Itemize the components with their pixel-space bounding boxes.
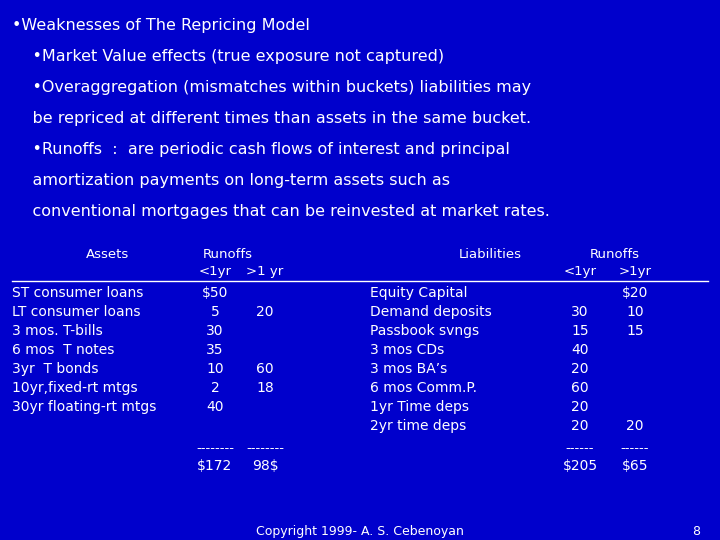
- Text: Liabilities: Liabilities: [459, 248, 521, 261]
- Text: Demand deposits: Demand deposits: [370, 305, 492, 319]
- Text: Runoffs: Runoffs: [590, 248, 640, 261]
- Text: Runoffs: Runoffs: [203, 248, 253, 261]
- Text: $65: $65: [622, 459, 648, 473]
- Text: 10: 10: [626, 305, 644, 319]
- Text: be repriced at different times than assets in the same bucket.: be repriced at different times than asse…: [12, 111, 531, 126]
- Text: 60: 60: [571, 381, 589, 395]
- Text: 30yr floating-rt mtgs: 30yr floating-rt mtgs: [12, 400, 156, 414]
- Text: 20: 20: [571, 362, 589, 376]
- Text: 10: 10: [206, 362, 224, 376]
- Text: Passbook svngs: Passbook svngs: [370, 324, 479, 338]
- Text: 3yr  T bonds: 3yr T bonds: [12, 362, 99, 376]
- Text: Copyright 1999- A. S. Cebenoyan: Copyright 1999- A. S. Cebenoyan: [256, 525, 464, 538]
- Text: 3 mos. T-bills: 3 mos. T-bills: [12, 324, 103, 338]
- Text: 15: 15: [626, 324, 644, 338]
- Text: 20: 20: [256, 305, 274, 319]
- Text: >1 yr: >1 yr: [246, 265, 284, 278]
- Text: 30: 30: [571, 305, 589, 319]
- Text: 40: 40: [206, 400, 224, 414]
- Text: $172: $172: [197, 459, 233, 473]
- Text: $205: $205: [562, 459, 598, 473]
- Text: Equity Capital: Equity Capital: [370, 286, 467, 300]
- Text: 20: 20: [571, 400, 589, 414]
- Text: >1yr: >1yr: [618, 265, 652, 278]
- Text: ------: ------: [566, 442, 594, 455]
- Text: conventional mortgages that can be reinvested at market rates.: conventional mortgages that can be reinv…: [12, 204, 550, 219]
- Text: 30: 30: [206, 324, 224, 338]
- Text: 3 mos CDs: 3 mos CDs: [370, 343, 444, 357]
- Text: Assets: Assets: [86, 248, 130, 261]
- Text: 2: 2: [211, 381, 220, 395]
- Text: --------: --------: [246, 442, 284, 455]
- Text: •Market Value effects (true exposure not captured): •Market Value effects (true exposure not…: [12, 49, 444, 64]
- Text: 20: 20: [626, 419, 644, 433]
- Text: $20: $20: [622, 286, 648, 300]
- Text: 18: 18: [256, 381, 274, 395]
- Text: 3 mos BA’s: 3 mos BA’s: [370, 362, 447, 376]
- Text: <1yr: <1yr: [564, 265, 596, 278]
- Text: 98$: 98$: [252, 459, 279, 473]
- Text: 60: 60: [256, 362, 274, 376]
- Text: 6 mos  T notes: 6 mos T notes: [12, 343, 114, 357]
- Text: 20: 20: [571, 419, 589, 433]
- Text: ------: ------: [621, 442, 649, 455]
- Text: $50: $50: [202, 286, 228, 300]
- Text: •Runoffs  :  are periodic cash flows of interest and principal: •Runoffs : are periodic cash flows of in…: [12, 142, 510, 157]
- Text: LT consumer loans: LT consumer loans: [12, 305, 140, 319]
- Text: 40: 40: [571, 343, 589, 357]
- Text: amortization payments on long-term assets such as: amortization payments on long-term asset…: [12, 173, 450, 188]
- Text: •Overaggregation (mismatches within buckets) liabilities may: •Overaggregation (mismatches within buck…: [12, 80, 531, 95]
- Text: <1yr: <1yr: [199, 265, 232, 278]
- Text: •Weaknesses of The Repricing Model: •Weaknesses of The Repricing Model: [12, 18, 310, 33]
- Text: 15: 15: [571, 324, 589, 338]
- Text: 35: 35: [206, 343, 224, 357]
- Text: 1yr Time deps: 1yr Time deps: [370, 400, 469, 414]
- Text: 8: 8: [692, 525, 700, 538]
- Text: 5: 5: [211, 305, 220, 319]
- Text: ST consumer loans: ST consumer loans: [12, 286, 143, 300]
- Text: --------: --------: [196, 442, 234, 455]
- Text: 2yr time deps: 2yr time deps: [370, 419, 467, 433]
- Text: 10yr,fixed-rt mtgs: 10yr,fixed-rt mtgs: [12, 381, 138, 395]
- Text: 6 mos Comm.P.: 6 mos Comm.P.: [370, 381, 477, 395]
